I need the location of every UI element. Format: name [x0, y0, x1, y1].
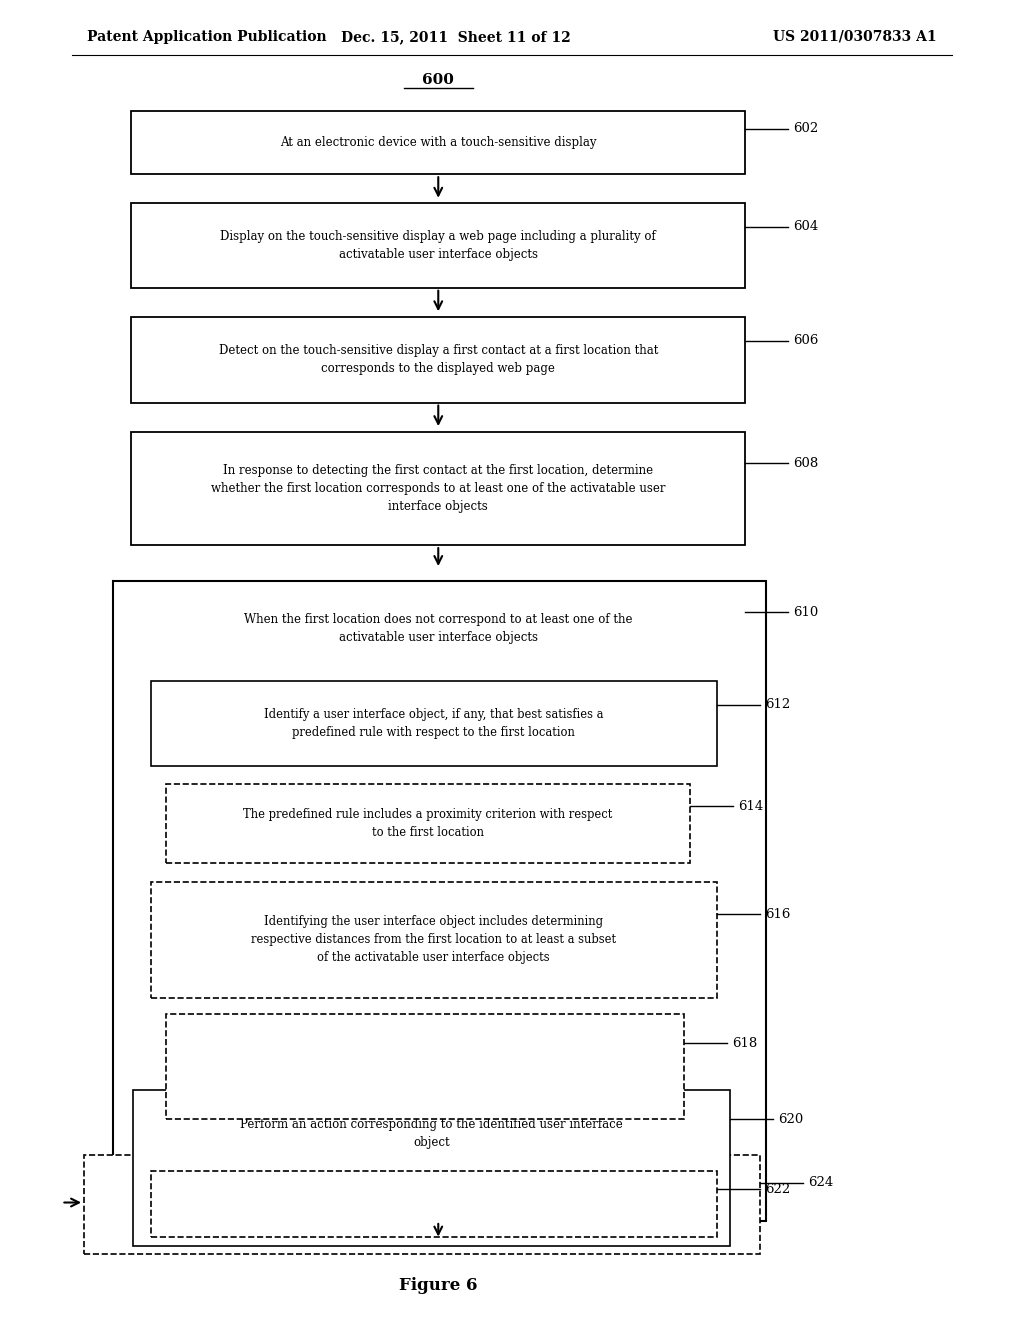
Text: 604: 604 — [794, 220, 819, 234]
Text: Figure 6: Figure 6 — [399, 1278, 477, 1294]
Bar — [151, 1171, 717, 1237]
Bar — [131, 317, 745, 403]
Text: 614: 614 — [738, 800, 764, 813]
Text: When the first location corresponds to one of the activatable user
interface obj: When the first location corresponds to o… — [207, 1180, 637, 1229]
Text: 624: 624 — [808, 1176, 834, 1189]
Text: 608: 608 — [794, 457, 819, 470]
Bar — [133, 1090, 730, 1246]
Text: 600: 600 — [422, 73, 455, 87]
Text: 622: 622 — [765, 1183, 791, 1196]
Text: 618: 618 — [732, 1036, 758, 1049]
Text: At an electronic device with a touch-sensitive display: At an electronic device with a touch-sen… — [280, 136, 597, 149]
Text: 620: 620 — [778, 1113, 804, 1126]
Bar — [131, 432, 745, 545]
Text: 616: 616 — [765, 908, 791, 921]
Text: Dec. 15, 2011  Sheet 11 of 12: Dec. 15, 2011 Sheet 11 of 12 — [341, 30, 570, 44]
Bar — [84, 1155, 760, 1254]
Text: Each of the respective distances comprises a weighted
average of distances from : Each of the respective distances compris… — [254, 1048, 596, 1085]
Text: performing the action comprises activating the identified user
interface object: performing the action comprises activati… — [253, 1192, 614, 1216]
Bar — [166, 1014, 684, 1119]
Text: 612: 612 — [765, 698, 791, 711]
Bar — [151, 882, 717, 998]
Bar — [166, 784, 690, 863]
Text: 610: 610 — [794, 606, 819, 619]
Text: Identifying the user interface object includes determining
respective distances : Identifying the user interface object in… — [251, 915, 616, 965]
Text: Identify a user interface object, if any, that best satisfies a
predefined rule : Identify a user interface object, if any… — [264, 708, 603, 739]
Bar — [131, 203, 745, 288]
Bar — [131, 111, 745, 174]
Text: The predefined rule includes a proximity criterion with respect
to the first loc: The predefined rule includes a proximity… — [244, 808, 612, 840]
Text: When the first location does not correspond to at least one of the
activatable u: When the first location does not corresp… — [244, 612, 633, 644]
Text: In response to detecting the first contact at the first location, determine
whet: In response to detecting the first conta… — [211, 463, 666, 513]
Text: 606: 606 — [794, 334, 819, 347]
Text: Detect on the touch-sensitive display a first contact at a first location that
c: Detect on the touch-sensitive display a … — [218, 345, 658, 375]
Text: 602: 602 — [794, 123, 819, 135]
Text: Patent Application Publication: Patent Application Publication — [87, 30, 327, 44]
Text: Display on the touch-sensitive display a web page including a plurality of
activ: Display on the touch-sensitive display a… — [220, 230, 656, 261]
Bar — [113, 581, 766, 1221]
Text: US 2011/0307833 A1: US 2011/0307833 A1 — [773, 30, 937, 44]
Text: Perform an action corresponding to the identified user interface
object: Perform an action corresponding to the i… — [241, 1118, 623, 1150]
Bar — [151, 681, 717, 766]
